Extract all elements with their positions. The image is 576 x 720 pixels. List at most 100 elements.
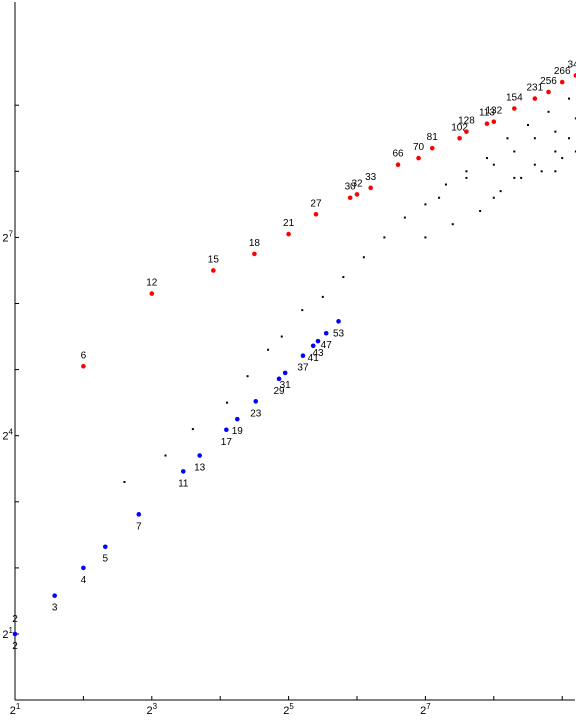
data-point-black	[280, 335, 283, 338]
data-label: 11	[178, 478, 189, 489]
data-label: 266	[554, 66, 571, 77]
data-point-black	[444, 183, 447, 186]
data-label: 41	[308, 353, 320, 364]
data-label: 4	[81, 575, 87, 586]
data-label: 2	[12, 641, 18, 652]
data-point-red	[347, 195, 353, 201]
data-point-blue	[136, 512, 142, 517]
data-label: 6	[81, 350, 87, 361]
data-label: 81	[427, 132, 439, 143]
data-label: 343	[568, 59, 576, 70]
data-point-blue	[102, 544, 108, 550]
data-label: 37	[297, 363, 309, 374]
data-point-black	[513, 150, 516, 153]
data-point-red	[395, 162, 401, 167]
data-point-black	[554, 130, 557, 133]
data-point-black	[424, 236, 427, 239]
data-point-black	[520, 176, 523, 179]
data-point-black	[574, 150, 576, 153]
data-point-red	[368, 185, 373, 191]
data-point-black	[465, 170, 468, 173]
data-point-blue	[197, 453, 202, 458]
data-point-black	[485, 157, 488, 160]
data-label: 32	[351, 178, 363, 189]
data-point-black	[383, 236, 386, 239]
data-point-black	[540, 170, 543, 173]
data-point-blue	[235, 416, 240, 422]
data-point-black	[568, 137, 571, 140]
data-label: 21	[283, 218, 295, 229]
data-point-red	[484, 121, 490, 127]
data-point-blue	[310, 343, 316, 349]
data-point-blue	[81, 565, 86, 571]
data-label: 18	[249, 238, 261, 249]
data-point-black	[246, 375, 249, 378]
data-point-blue	[276, 376, 282, 382]
data-label: 12	[146, 278, 158, 289]
data-point-red	[559, 79, 565, 85]
data-point-blue	[282, 370, 288, 376]
x-tick-label: 23	[147, 702, 158, 717]
data-point-black	[321, 295, 324, 298]
x-tick-label: 25	[283, 702, 294, 717]
data-point-black	[492, 196, 495, 199]
data-point-black	[342, 276, 345, 279]
data-label: 256	[540, 76, 557, 87]
data-label: 47	[321, 340, 333, 351]
data-point-black	[451, 223, 454, 226]
data-point-red	[354, 192, 360, 197]
data-label: 70	[413, 142, 425, 153]
data-point-black	[191, 428, 194, 431]
data-point-black	[554, 150, 557, 153]
data-point-black	[403, 216, 406, 219]
data-point-black	[465, 176, 468, 179]
data-point-black	[547, 110, 550, 113]
data-label: 66	[392, 149, 404, 160]
data-label: 128	[458, 116, 475, 127]
y-tick-label: 27	[2, 229, 13, 244]
data-label: 19	[232, 426, 244, 437]
data-label: 5	[103, 554, 109, 565]
data-point-blue	[315, 338, 321, 344]
data-point-red	[512, 106, 517, 111]
data-point-red	[429, 145, 435, 151]
data-point-red	[211, 268, 216, 273]
data-point-black	[301, 309, 304, 312]
data-point-red	[457, 135, 462, 141]
y-tick-label: 24	[2, 428, 13, 443]
data-label: 154	[506, 93, 523, 104]
data-point-black	[561, 157, 564, 160]
data-point-red	[286, 231, 291, 237]
x-tick-label: 27	[420, 702, 431, 717]
data-point-red	[464, 129, 469, 134]
data-point-blue	[336, 319, 341, 324]
data-point-blue	[300, 353, 306, 359]
data-point-blue	[52, 593, 57, 598]
data-point-blue	[253, 399, 259, 404]
y-tick-label: 21	[2, 626, 13, 641]
data-point-blue	[180, 469, 186, 474]
data-point-black	[499, 190, 502, 193]
data-point-black	[568, 97, 571, 100]
data-point-red	[546, 89, 551, 95]
data-point-black	[513, 176, 516, 179]
x-tick-label: 21	[10, 702, 21, 717]
data-point-black	[123, 480, 126, 483]
data-point-red	[149, 291, 155, 296]
data-label: 31	[280, 380, 292, 391]
data-label: 29	[273, 386, 285, 397]
data-label: 15	[208, 254, 220, 265]
data-point-black	[492, 163, 495, 166]
data-point-black	[267, 348, 270, 351]
data-label: 13	[194, 463, 206, 474]
data-label: 33	[365, 172, 377, 183]
data-label: 7	[136, 521, 142, 532]
data-point-red	[491, 119, 497, 125]
data-point-black	[362, 256, 365, 259]
data-label: 30	[345, 182, 357, 193]
data-point-red	[252, 251, 257, 257]
data-point-black	[506, 137, 509, 140]
data-point-blue	[323, 330, 329, 336]
data-label: 27	[310, 198, 322, 209]
